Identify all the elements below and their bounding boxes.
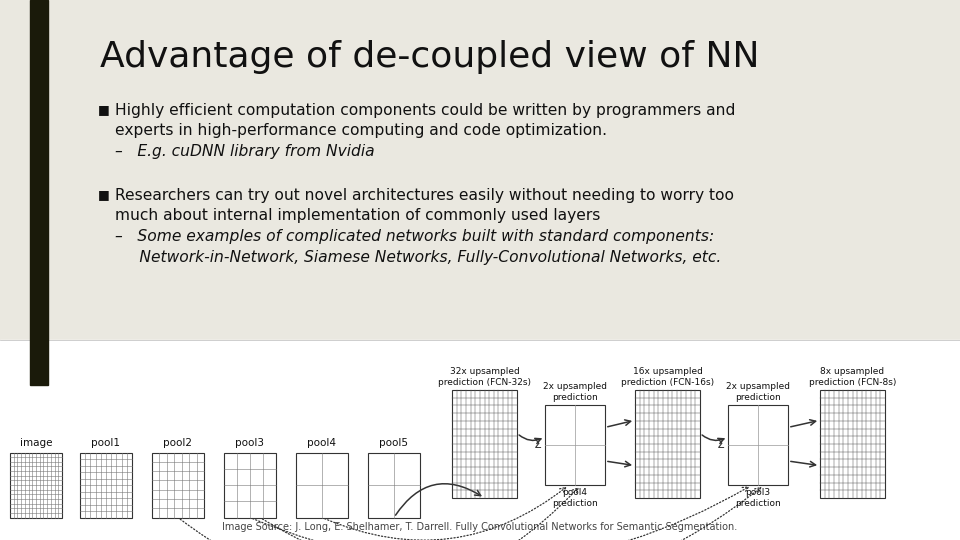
Text: pool2: pool2 — [163, 438, 193, 449]
Bar — [728, 405, 788, 485]
Bar — [368, 453, 420, 517]
Bar — [80, 453, 132, 517]
Bar — [635, 390, 700, 498]
Text: Σ: Σ — [534, 438, 542, 451]
Text: –   Some examples of complicated networks built with standard components:: – Some examples of complicated networks … — [115, 229, 714, 244]
Text: 2x upsampled
prediction: 2x upsampled prediction — [543, 382, 607, 402]
Text: Advantage of de-coupled view of NN: Advantage of de-coupled view of NN — [100, 40, 759, 74]
Text: –   E.g. cuDNN library from Nvidia: – E.g. cuDNN library from Nvidia — [115, 144, 374, 159]
Text: pool4: pool4 — [307, 438, 337, 449]
Text: pool5: pool5 — [379, 438, 409, 449]
Text: 16x upsampled
prediction (FCN-16s): 16x upsampled prediction (FCN-16s) — [621, 367, 714, 387]
Bar — [152, 453, 204, 517]
Text: Researchers can try out novel architectures easily without needing to worry too
: Researchers can try out novel architectu… — [115, 188, 734, 224]
Text: 32x upsampled
prediction (FCN-32s): 32x upsampled prediction (FCN-32s) — [438, 367, 531, 387]
Text: Image Source: J. Long, E. Shelhamer, T. Darrell. Fully Convolutional Networks fo: Image Source: J. Long, E. Shelhamer, T. … — [223, 522, 737, 532]
Text: pool4
prediction: pool4 prediction — [552, 488, 598, 508]
Text: 8x upsampled
prediction (FCN-8s): 8x upsampled prediction (FCN-8s) — [809, 367, 897, 387]
Text: ■: ■ — [98, 103, 109, 116]
Text: pool3
prediction: pool3 prediction — [735, 488, 780, 508]
Text: Σ: Σ — [717, 438, 725, 451]
Bar — [820, 390, 885, 498]
Text: 2x upsampled
prediction: 2x upsampled prediction — [726, 382, 790, 402]
Text: image: image — [20, 438, 52, 449]
Bar — [10, 453, 62, 517]
Text: pool3: pool3 — [235, 438, 265, 449]
Bar — [224, 453, 276, 517]
Text: pool1: pool1 — [91, 438, 121, 449]
Bar — [545, 405, 605, 485]
Bar — [452, 390, 517, 498]
Text: Network-in-Network, Siamese Networks, Fully-Convolutional Networks, etc.: Network-in-Network, Siamese Networks, Fu… — [115, 250, 721, 265]
Text: ■: ■ — [98, 188, 109, 201]
Text: Highly efficient computation components could be written by programmers and
expe: Highly efficient computation components … — [115, 103, 735, 138]
Bar — [30, 0, 48, 385]
Bar — [296, 453, 348, 517]
Bar — [0, 340, 960, 540]
